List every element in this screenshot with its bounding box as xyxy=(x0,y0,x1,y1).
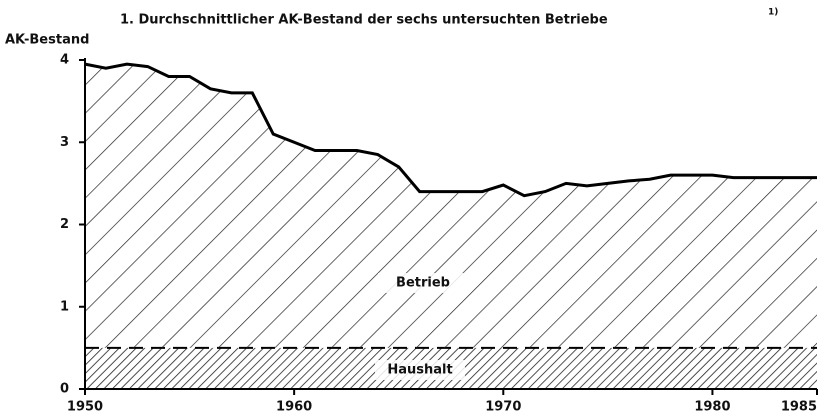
area-edge xyxy=(84,62,817,198)
title-note: 1) xyxy=(768,8,778,18)
chart-title: 1. Durchschnittlicher AK-Bestand der sec… xyxy=(120,13,608,28)
x-tick-label: 1960 xyxy=(276,400,312,415)
series-label: Haushalt xyxy=(387,363,452,378)
x-tick-label: 1985 xyxy=(781,400,817,415)
y-tick-label: 2 xyxy=(60,217,69,232)
x-tick-label: 1970 xyxy=(485,400,521,415)
series-label-bg xyxy=(378,273,468,293)
area xyxy=(85,64,817,348)
series-label-bg xyxy=(375,360,465,380)
y-tick-label: 4 xyxy=(60,53,69,68)
y-tick-label: 3 xyxy=(60,135,69,150)
x-tick-label: 1950 xyxy=(67,400,103,415)
x-tick-label: 1980 xyxy=(694,400,730,415)
y-tick-label: 1 xyxy=(60,299,69,314)
y-tick-label: 0 xyxy=(60,382,69,397)
series-label: Betrieb xyxy=(396,276,450,291)
y-axis-label: AK-Bestand xyxy=(5,33,89,48)
